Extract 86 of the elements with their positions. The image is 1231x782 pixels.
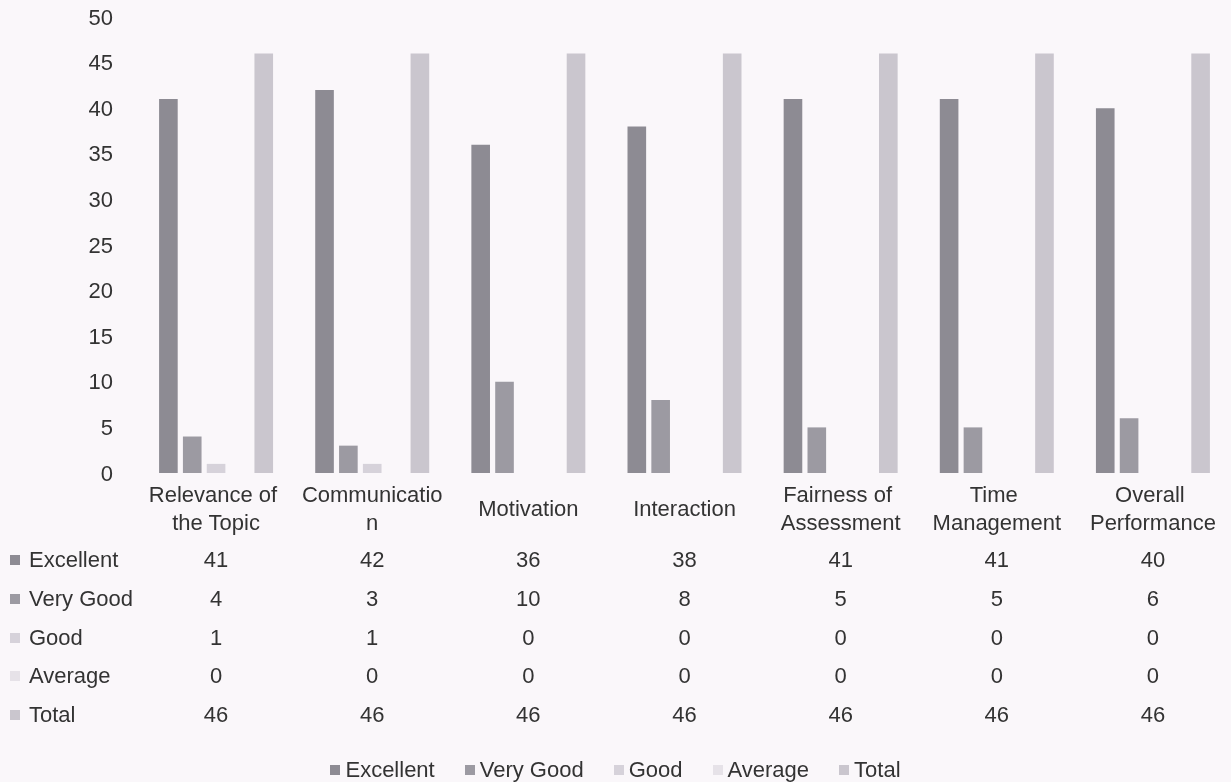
- data-label: 1: [209, 624, 223, 651]
- y-tick-label: 40: [88, 95, 113, 121]
- bar: [939, 99, 959, 473]
- data-label: 0: [1146, 624, 1160, 651]
- y-tick-label: 30: [88, 186, 113, 212]
- data-label: 3: [366, 585, 379, 612]
- text: Total: [29, 702, 76, 728]
- data-label: 40: [1140, 547, 1166, 573]
- text: Excellent: [345, 757, 435, 782]
- y-tick-label: 50: [88, 4, 113, 30]
- bar: [362, 463, 382, 473]
- bar: [254, 53, 274, 473]
- bar: [566, 53, 586, 473]
- bar: [963, 427, 983, 473]
- data-label: 5: [990, 585, 1003, 612]
- bar: [471, 144, 490, 473]
- y-tick-label: 10: [88, 369, 113, 395]
- data-label: 0: [834, 663, 847, 690]
- data-label: 6: [1146, 585, 1160, 612]
- bar: [495, 381, 514, 473]
- data-label: 41: [984, 547, 1010, 573]
- data-label: 46: [516, 702, 541, 729]
- data-label: 46: [359, 702, 385, 729]
- x-tick-label: Time Management: [932, 481, 1061, 535]
- data-label: 46: [203, 702, 229, 729]
- data-label: 10: [516, 585, 541, 612]
- data-label: 0: [678, 663, 691, 690]
- data-label: 0: [990, 663, 1003, 690]
- data-label: 8: [678, 585, 691, 612]
- data-label: 46: [1140, 702, 1166, 729]
- data-label: 0: [209, 663, 223, 690]
- data-label: 0: [678, 624, 691, 651]
- data-label: 0: [1146, 663, 1160, 690]
- x-tick-label: Communication: [301, 481, 443, 535]
- x-tick-label: Overall Performance: [1089, 481, 1216, 535]
- data-label: 5: [834, 585, 847, 612]
- text: Average: [727, 757, 810, 782]
- x-tick-label: Interaction: [633, 495, 736, 521]
- bar: [627, 126, 647, 473]
- data-label: 0: [522, 624, 535, 651]
- data-label: 38: [672, 547, 697, 573]
- y-tick-label: 45: [88, 50, 113, 76]
- bar: [1119, 418, 1139, 473]
- data-label: 41: [203, 547, 229, 573]
- y-tick-label: 5: [100, 414, 113, 440]
- bar: [879, 53, 898, 473]
- data-label: 46: [828, 702, 853, 729]
- y-tick-label: 35: [88, 141, 113, 167]
- data-label: 46: [984, 702, 1010, 729]
- bar: [722, 53, 742, 473]
- bar: [339, 445, 358, 473]
- bar: [1191, 53, 1210, 473]
- bar: [182, 436, 202, 473]
- x-tick-label: Motivation: [478, 495, 579, 521]
- legend-label: Very Good: [29, 585, 133, 612]
- bar: [159, 99, 178, 473]
- bar: [206, 463, 226, 473]
- data-label: 0: [522, 663, 535, 690]
- bar: [651, 400, 670, 473]
- bar: [807, 427, 827, 473]
- bar: [1095, 108, 1115, 473]
- data-label: 0: [366, 663, 379, 690]
- data-label: 4: [209, 585, 223, 612]
- data-label: 0: [834, 624, 847, 651]
- bar: [315, 89, 334, 473]
- data-label: 0: [990, 624, 1003, 651]
- text: Very Good: [479, 757, 584, 782]
- bar: [410, 53, 430, 473]
- legend-label: Excellent: [29, 547, 119, 573]
- bar: [783, 99, 803, 473]
- data-label: 1: [366, 624, 379, 651]
- data-label: 41: [828, 547, 853, 573]
- y-tick-label: 15: [88, 323, 113, 349]
- y-tick-label: 20: [88, 278, 113, 304]
- x-tick-label: Fairness of Assessment: [780, 481, 901, 535]
- legend-label: Average: [29, 663, 111, 690]
- y-tick-label: 0: [100, 460, 113, 486]
- data-label: 46: [672, 702, 697, 729]
- data-label: 42: [359, 547, 385, 573]
- data-label: 36: [516, 547, 541, 573]
- y-tick-label: 25: [88, 232, 113, 258]
- legend-label: Good: [29, 624, 83, 651]
- x-tick-label: Relevance of the Topic: [148, 481, 284, 535]
- legend-label: Total: [854, 757, 901, 782]
- text: Good: [628, 757, 683, 782]
- bar: [1035, 53, 1054, 473]
